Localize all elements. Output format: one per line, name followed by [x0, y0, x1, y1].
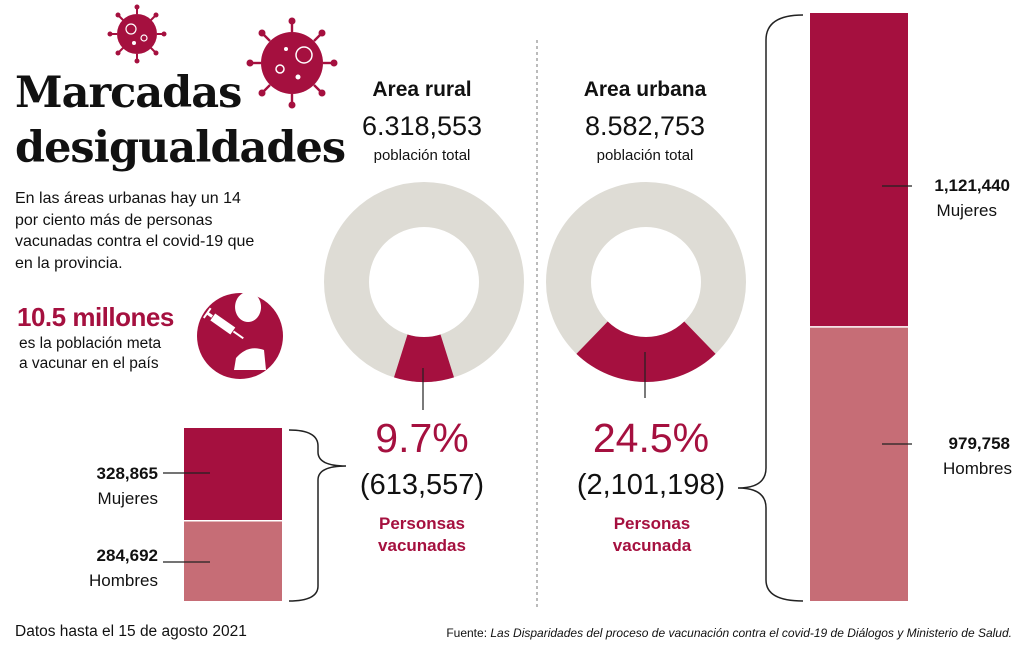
source-note: Fuente: Las Disparidades del proceso de … — [446, 626, 1012, 640]
rural-bar-women — [184, 428, 282, 521]
source-prefix: Fuente: — [446, 626, 491, 640]
rural-women-label: Mujeres — [97, 489, 158, 508]
stacked-bar-rural — [184, 428, 282, 601]
urban-ring-bg — [546, 182, 746, 382]
goal-value: 10.5 millones — [17, 302, 174, 332]
urban-men-label: Hombres — [943, 459, 1012, 478]
stacked-bar-urban — [810, 13, 908, 601]
urban-total: 8.582,753 — [584, 111, 706, 141]
urban-women-value: 1,121,440 — [934, 176, 1010, 195]
urban-title: Area urbana — [583, 78, 707, 101]
goal-text-line-1: es la población meta — [19, 335, 162, 352]
urban-vaccinated-slice — [576, 321, 716, 382]
rural-total-label: población total — [373, 147, 471, 164]
rural-title: Area rural — [372, 78, 472, 101]
rural-count: (613,557) — [359, 469, 485, 501]
urban-total-label: población total — [596, 147, 694, 164]
rural-vaccinated-slice — [393, 334, 455, 382]
urban-caption-text: Personas vacunada — [612, 514, 692, 555]
rural-men-value: 284,692 — [96, 546, 158, 565]
rural-ring-bg — [324, 182, 524, 382]
urban-women-label: Mujeres — [936, 201, 997, 220]
rural-bar-men — [184, 520, 282, 601]
date-note: Datos hasta el 15 de agosto 2021 — [15, 623, 247, 640]
urban-count: (2,101,198) — [576, 469, 726, 501]
rural-women-value: 328,865 — [96, 464, 158, 483]
source-text: Las Disparidades del proceso de vacunaci… — [490, 626, 1012, 640]
vaccine-person-icon — [197, 292, 283, 379]
rural-men-label: Hombres — [89, 571, 158, 590]
rural-caption-text: Personsas vacunadas — [378, 514, 466, 555]
rural-total: 6.318,553 — [361, 111, 483, 141]
intro-text: En las áreas urbanas hay un 14 por cient… — [15, 190, 255, 272]
brace-rural — [288, 429, 347, 602]
urban-bar-men — [810, 326, 908, 601]
goal-text-line-2: a vacunar en el país — [19, 355, 159, 372]
virus-icon — [246, 17, 338, 109]
urban-men-value: 979,758 — [948, 434, 1010, 453]
rural-pct: 9.7% — [375, 415, 469, 461]
title-line-1: Marcadas — [15, 68, 242, 118]
goal-description: es la población meta a vacunar en el paí… — [19, 334, 189, 374]
donut-rural — [324, 182, 524, 382]
urban-caption: Personas vacunada — [542, 513, 762, 557]
virus-icon — [107, 4, 167, 64]
rural-caption: Personsas vacunadas — [312, 513, 532, 557]
page-title: Marcadas desigualdades — [15, 66, 346, 176]
brace-urban — [737, 14, 804, 602]
title-line-2: desigualdades — [15, 123, 346, 173]
urban-bar-women — [810, 13, 908, 327]
urban-pct: 24.5% — [592, 415, 710, 461]
donut-urban — [546, 182, 746, 382]
